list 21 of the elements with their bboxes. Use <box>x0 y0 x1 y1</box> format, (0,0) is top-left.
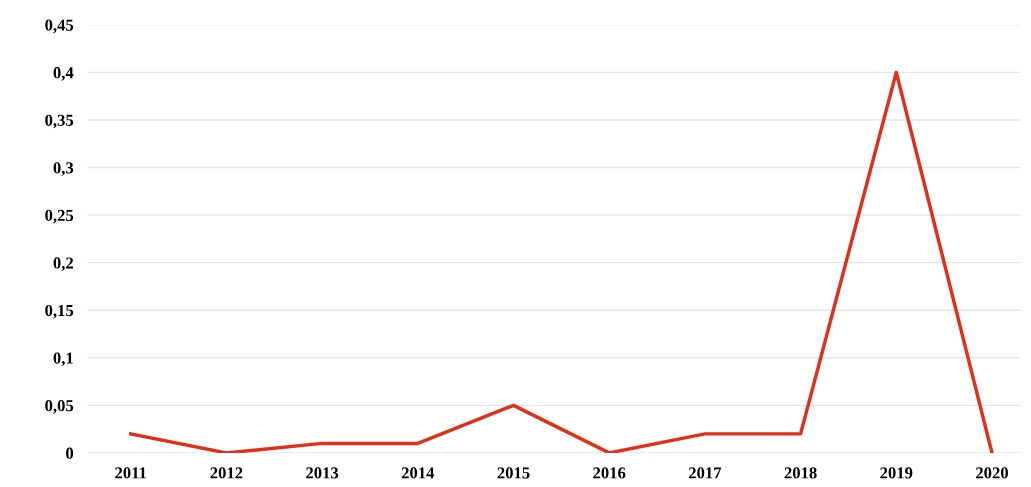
line-series <box>128 70 994 453</box>
x-tick-label: 2013 <box>306 467 339 479</box>
y-tick-label: 0,2 <box>53 257 74 272</box>
y-tick-label: 0,15 <box>45 304 74 319</box>
x-tick-label: 2012 <box>210 467 243 479</box>
y-tick-label: 0,05 <box>45 400 74 414</box>
x-tick-label: 2017 <box>688 467 722 479</box>
y-tick-label: 0,35 <box>45 114 74 129</box>
y-tick-label: 0,3 <box>53 162 74 176</box>
x-tick-label: 2018 <box>784 467 817 479</box>
y-tick-label: 0 <box>66 447 74 459</box>
x-tick-label: 2020 <box>976 467 1009 479</box>
x-tick-label: 2011 <box>115 467 147 479</box>
x-tick-label: 2019 <box>880 467 913 479</box>
x-tick-label: 2015 <box>497 467 530 479</box>
y-tick-label: 0,25 <box>45 209 74 224</box>
y-tick-label: 0,4 <box>53 67 74 81</box>
x-tick-label: 2014 <box>401 467 435 479</box>
x-tick-label: 2016 <box>593 467 626 479</box>
y-tick-label: 0,45 <box>45 19 74 34</box>
y-tick-label: 0,1 <box>53 352 73 367</box>
